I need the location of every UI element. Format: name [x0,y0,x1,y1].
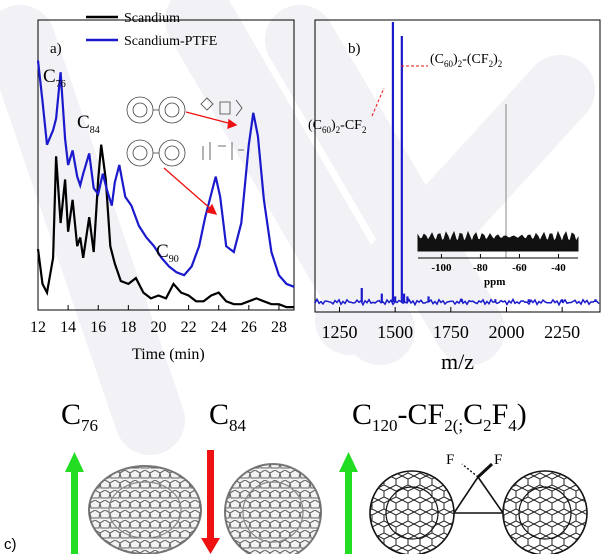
inset-tick-label: -40 [551,262,566,274]
c76-cage-model [88,465,202,554]
plot-b-ticks: 1250 1500 1750 2000 2250 [321,307,580,342]
dimer-structure-thumbnail [126,96,244,167]
structure-title-c120: C120-CF2(;C2F4) [352,398,527,435]
x-tick-label-a: 12 [30,319,46,336]
legend-label-scandium-ptfe: Scandium-PTFE [124,34,217,49]
plot-b-frame [314,19,601,313]
mass-spectrum-chart: 1250 1500 1750 2000 2250 -100 -80 -60 -40 ppm [314,19,601,342]
peak-label-c60-2-cf2: (C60)2-CF2 [308,118,367,135]
fluorine-label-right: F [494,452,502,468]
series-line-scandium-ptfe [36,60,295,288]
plot-a-frame [37,19,295,311]
up-arrow-c76 [65,452,84,554]
c120-cf2-structure: F F [369,452,588,554]
structure-assignment-arrows [163,111,238,215]
x-tick-label-a: 16 [90,319,106,336]
peak-label-c90: C90 [156,241,179,265]
x-tick-label-b: 1250 [321,322,357,342]
x-axis-title-b: m/z [441,349,474,374]
inset-tick-label: -60 [512,262,527,274]
nmr-inset: -100 -80 -60 -40 ppm [417,104,579,288]
nmr-inset-xlabel: ppm [484,276,505,288]
series-line-scandium [36,144,294,309]
structure-title-c76: C76 [61,398,99,435]
panel-a-label: a) [50,41,62,57]
nmr-inset-trace [417,230,579,252]
plot-a-ticks: 12 14 16 18 20 22 24 26 28 [30,305,287,336]
panel-c-label: c) [4,536,17,553]
plot-b-spectrum [314,22,600,307]
panel-b-label: b) [348,41,361,57]
up-arrow-c120 [339,452,358,554]
x-tick-label-a: 26 [241,319,257,336]
x-tick-label-a: 18 [120,319,136,336]
fluorine-label-left: F [446,452,454,468]
x-tick-label-b: 2250 [544,322,580,342]
x-tick-label-a: 24 [211,319,227,336]
inset-tick-label: -80 [473,262,488,274]
x-tick-label-a: 20 [150,319,166,336]
inset-tick-label: -100 [431,262,452,274]
peak-label-c84: C84 [77,112,100,136]
peak1-leader [371,87,385,117]
x-tick-label-a: 28 [271,319,287,336]
x-tick-label-b: 2000 [488,322,524,342]
peak-label-c76: C76 [43,66,66,90]
x-axis-title-a: Time (min) [132,346,205,363]
x-tick-label-a: 22 [181,319,197,336]
spectrum-baseline [314,297,600,307]
structure-figure: F F [65,450,588,554]
peak-label-c60-2-cf2-2: (C60)2-(CF2)2 [430,52,503,69]
chromatogram-chart: 12 14 16 18 20 22 24 26 28 Scandium Scandium-PTF… [30,11,295,336]
x-tick-label-a: 14 [60,319,76,336]
x-tick-label-b: 1750 [433,322,469,342]
x-tick-label-b: 1500 [377,322,413,342]
c84-cage-model [224,463,322,554]
down-arrow-c84 [201,450,220,554]
legend-label-scandium: Scandium [124,11,180,26]
structure-title-c84: C84 [209,398,247,435]
